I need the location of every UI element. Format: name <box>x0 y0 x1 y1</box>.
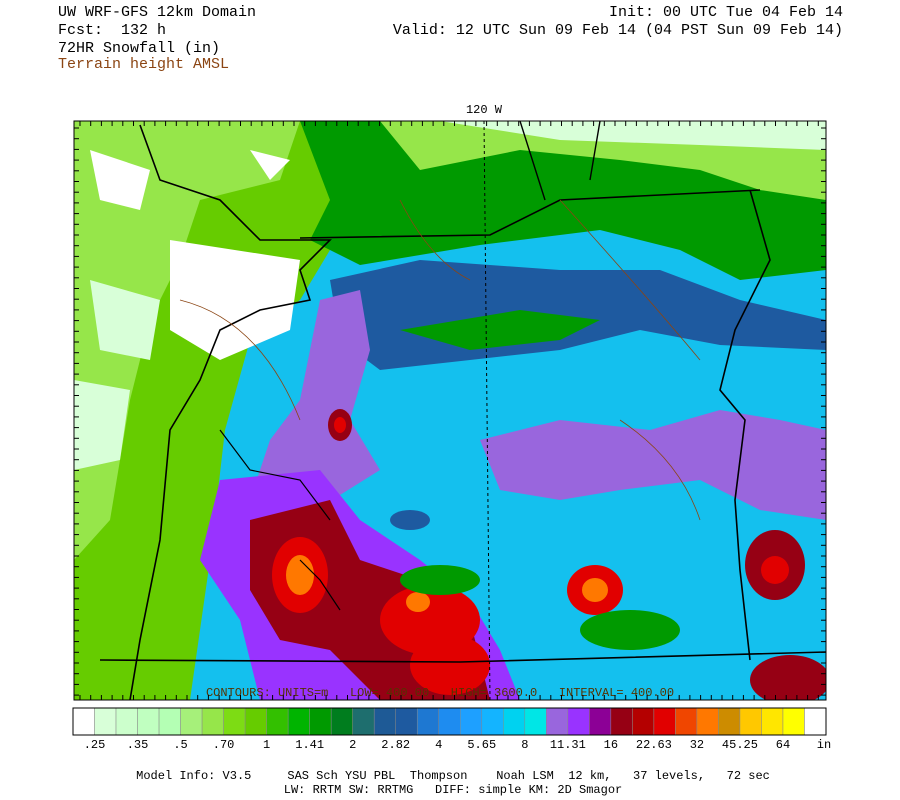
legend-label: 1.41 <box>295 738 324 752</box>
legend-swatch <box>675 707 698 736</box>
legend-swatch <box>287 707 310 736</box>
legend-label: 8 <box>521 738 528 752</box>
legend-label: .35 <box>127 738 149 752</box>
legend-swatch <box>309 707 332 736</box>
legend-swatch <box>718 707 741 736</box>
legend-swatch <box>739 707 762 736</box>
legend-swatch <box>395 707 418 736</box>
legend-swatch <box>589 707 612 736</box>
legend-label: 5.65 <box>467 738 496 752</box>
legend-label: .25 <box>84 738 106 752</box>
legend-unit: in <box>817 738 831 752</box>
legend-swatch <box>352 707 375 736</box>
legend-label: 11.31 <box>550 738 586 752</box>
legend-label: 16 <box>604 738 618 752</box>
legend-swatch <box>782 707 805 736</box>
legend-label: 2 <box>349 738 356 752</box>
legend-swatch <box>94 707 117 736</box>
legend-swatch <box>180 707 203 736</box>
field: 72HR Snowfall (in) <box>58 40 220 57</box>
legend-label: 22.63 <box>636 738 672 752</box>
legend-swatch <box>804 707 827 736</box>
legend-label: 32 <box>690 738 704 752</box>
legend-swatch <box>330 707 353 736</box>
legend-frame <box>72 707 827 736</box>
footer-line: Model Info: V3.5 SAS Sch YSU PBL Thompso… <box>136 769 770 783</box>
legend-swatch <box>373 707 396 736</box>
legend-label: 64 <box>776 738 790 752</box>
legend-swatch <box>416 707 439 736</box>
legend-swatch <box>481 707 504 736</box>
footer-line: LW: RRTM SW: RRTMG DIFF: simple KM: 2D S… <box>284 783 622 797</box>
legend-swatch <box>244 707 267 736</box>
legend-swatch <box>761 707 784 736</box>
legend-label: 4 <box>435 738 442 752</box>
legend-swatch <box>696 707 719 736</box>
legend-label: 45.25 <box>722 738 758 752</box>
legend-label: 2.82 <box>381 738 410 752</box>
legend-swatch <box>115 707 138 736</box>
legend-label: .70 <box>213 738 235 752</box>
meridian-label: 120 W <box>466 103 503 117</box>
legend-label: .5 <box>173 738 187 752</box>
legend-swatch <box>653 707 676 736</box>
legend-swatch <box>158 707 181 736</box>
legend-swatch <box>223 707 246 736</box>
legend-swatch <box>201 707 224 736</box>
init-time: Init: 00 UTC Tue 04 Feb 14 <box>609 4 843 21</box>
legend-swatch <box>438 707 461 736</box>
legend-label: 1 <box>263 738 270 752</box>
legend-swatch <box>266 707 289 736</box>
legend: .25 .35 .5 .70 1 1.41 2 2.82 4 5.65 8 11.31 16 22.63 3… <box>72 707 831 752</box>
legend-swatch <box>567 707 590 736</box>
contour-field: Terrain height AMSL <box>58 56 229 73</box>
legend-swatch <box>72 707 95 736</box>
legend-swatch <box>460 707 483 736</box>
legend-swatch <box>632 707 655 736</box>
legend-swatch <box>137 707 160 736</box>
legend-swatch <box>524 707 547 736</box>
forecast: Fcst: 132 h <box>58 22 166 39</box>
legend-swatch <box>610 707 633 736</box>
contour-info: CONTOURS: UNITS=m LOW= 400.00 HIGH= 3600… <box>206 686 674 700</box>
title: UW WRF-GFS 12km Domain <box>58 4 256 21</box>
legend-swatch <box>503 707 526 736</box>
legend-swatch <box>546 707 569 736</box>
map <box>74 121 826 700</box>
valid-time: Valid: 12 UTC Sun 09 Feb 14 (04 PST Sun … <box>393 22 843 39</box>
map-frame <box>73 120 827 701</box>
